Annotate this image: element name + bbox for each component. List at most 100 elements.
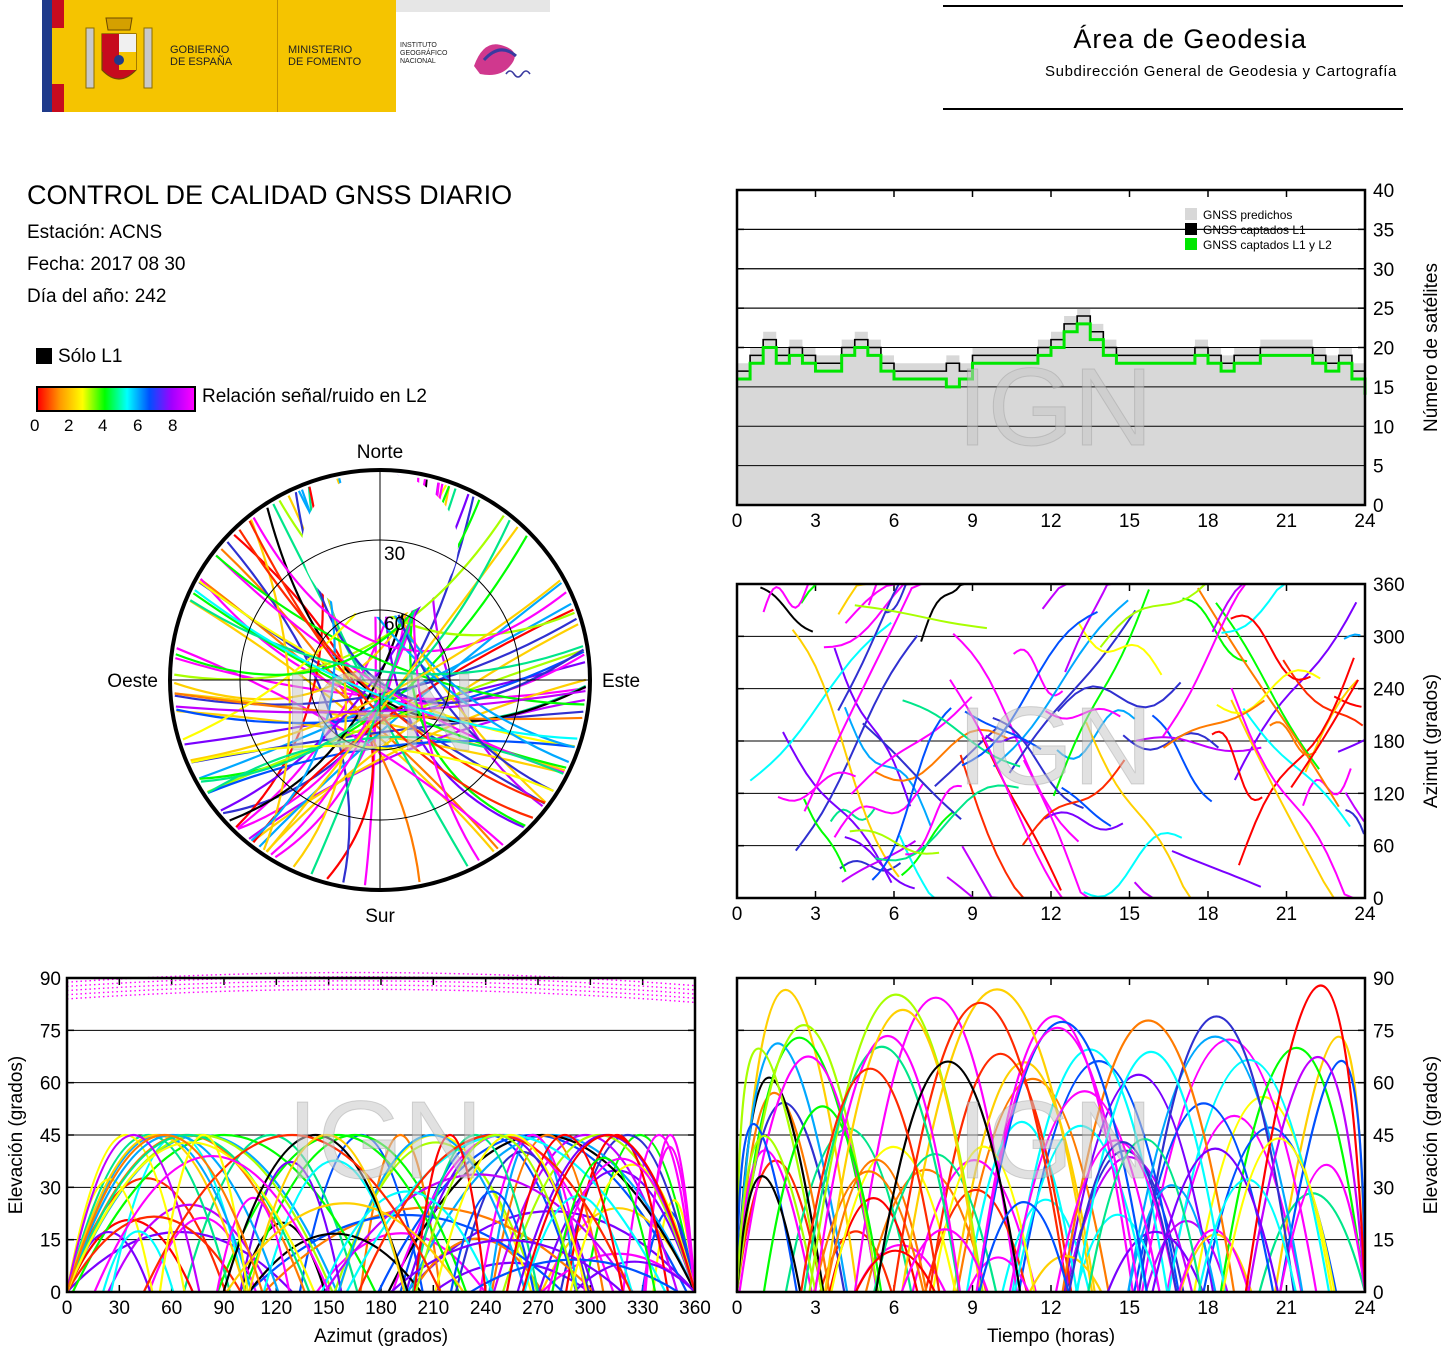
- sat-track-69: [200, 519, 511, 783]
- az-track-84: [1230, 687, 1354, 899]
- legend-swatch-2: [1185, 238, 1197, 250]
- az-track-76: [849, 829, 940, 855]
- watermark-skyplot: IGN: [282, 651, 478, 774]
- az-track-89: [854, 604, 988, 630]
- y-tick-label-4: 20: [1373, 339, 1394, 360]
- az-track-56: [1021, 759, 1126, 846]
- watermark-et: IGN: [957, 1079, 1153, 1202]
- y-tick-label-1: 60: [1373, 837, 1394, 858]
- horizon-circle: [168, 468, 592, 892]
- gobierno-line2: DE ESPAÑA: [170, 56, 233, 68]
- x-tick-label-7: 21: [1276, 1298, 1297, 1319]
- x-tick-label-0: 0: [732, 511, 743, 532]
- x-tick-label-5: 15: [1119, 511, 1140, 532]
- elev-pass-55: [1247, 1055, 1367, 1293]
- elev-pass-10: [864, 1168, 988, 1293]
- x-tick-label-6: 18: [1197, 904, 1218, 925]
- cbar-tick-4: 4: [98, 416, 108, 435]
- station-line: Estación: ACNS: [27, 222, 163, 243]
- y-tick-label-7: 35: [1373, 220, 1394, 241]
- ring-label-60: 60: [384, 614, 405, 635]
- elev-arc-89: [521, 1134, 697, 1293]
- x-tick-label-0: 0: [732, 1298, 743, 1319]
- elev-arc-18: [537, 1169, 697, 1293]
- elev-arc-84: [142, 1133, 442, 1293]
- az-track-51: [1077, 621, 1163, 676]
- watermark-count: IGN: [957, 346, 1153, 469]
- elev-pass-43: [1137, 1015, 1295, 1293]
- elev-pass-58: [1061, 1019, 1236, 1293]
- x-tick-label-4: 12: [1040, 511, 1061, 532]
- sat-track-41: [250, 519, 291, 851]
- elev-pass-76: [1054, 1139, 1178, 1293]
- az-track-62: [850, 696, 973, 795]
- x-tick-label-2: 6: [889, 1298, 900, 1319]
- elev-arc-38: [479, 1133, 587, 1293]
- elevation-passes: [735, 984, 1367, 1293]
- elev-arc-78: [215, 1197, 291, 1293]
- plot-frame: [735, 976, 1367, 1294]
- x-tick-label-7: 21: [1276, 904, 1297, 925]
- az-track-79: [1344, 792, 1365, 823]
- elev-arc-48: [565, 1133, 670, 1293]
- x-tick-label-2: 6: [889, 511, 900, 532]
- x-tick-label-8: 24: [1354, 1298, 1376, 1319]
- skyplot-chart: IGN 30 60 Norte Sur Oeste Este: [107, 442, 640, 927]
- az-track-82: [1162, 699, 1265, 749]
- ign-line2: GEOGRÁFICO: [400, 50, 448, 57]
- gridlines: [737, 635, 1365, 847]
- elev-arc-66: [66, 1215, 242, 1293]
- elev-arc-59: [411, 1133, 540, 1293]
- x-tick-label-6: 18: [1197, 1298, 1218, 1319]
- elev-arc-86: [248, 1133, 406, 1293]
- cbar-tick-0: 0: [30, 416, 40, 435]
- cbar-tick-8: 8: [168, 416, 178, 435]
- elev-pass-27: [735, 1042, 849, 1293]
- y-tick-label-0: 0: [1373, 496, 1384, 517]
- y-tick-label-6: 90: [1373, 969, 1394, 990]
- az-track-69: [1230, 614, 1311, 681]
- y-axis-label: Número de satélites: [1421, 263, 1442, 432]
- x-axis-label: Azimut (grados): [314, 1326, 448, 1347]
- az-track-21: [1343, 633, 1361, 640]
- elev-pass-82: [800, 1067, 941, 1293]
- elev-pass-31: [924, 1188, 1028, 1293]
- elev-arc-71: [413, 1133, 487, 1293]
- x-tick-label-3: 9: [967, 511, 978, 532]
- x-tick-label-9: 270: [522, 1298, 554, 1319]
- plot-frame: [735, 188, 1367, 507]
- elevation-azimuth-chart: 0 30 60 90 120 150 180 210 240 270 300 330 360 0 15 30 4…: [6, 969, 711, 1347]
- y-axis-label: Azimut (grados): [1421, 674, 1442, 808]
- elev-pass-68: [735, 1134, 817, 1293]
- elev-pass-26: [853, 996, 1018, 1293]
- x-tick-label-11: 330: [627, 1298, 659, 1319]
- elev-pass-22: [1279, 1059, 1367, 1293]
- x-tick-label-4: 120: [260, 1298, 292, 1319]
- elev-pass-53: [735, 1175, 802, 1293]
- az-track-49: [841, 840, 917, 883]
- ring-label-30: 30: [384, 544, 405, 565]
- solo-l1-swatch: [36, 348, 52, 364]
- x-tick-label-5: 15: [1119, 1298, 1140, 1319]
- elev-pass-71: [854, 1249, 936, 1293]
- elev-arc-52: [569, 1163, 697, 1293]
- az-track-3: [1182, 597, 1248, 663]
- elev-pass-37: [1063, 1073, 1215, 1293]
- az-track-88: [1211, 730, 1263, 802]
- x-tick-label-4: 12: [1040, 1298, 1061, 1319]
- elev-arc-24: [65, 1218, 194, 1293]
- y-axis-label: Elevación (grados): [6, 1056, 27, 1214]
- az-track-0: [829, 807, 876, 823]
- x-tick-label-12: 360: [679, 1298, 711, 1319]
- x-tick-label-5: 150: [313, 1298, 345, 1319]
- az-track-85: [902, 699, 1021, 768]
- y-axis-label: Elevación (grados): [1421, 1056, 1442, 1214]
- y-tick-label-4: 60: [1373, 1074, 1394, 1095]
- x-tick-label-0: 0: [732, 904, 743, 925]
- elev-pass-17: [735, 1091, 831, 1293]
- elev-pass-69: [814, 1034, 962, 1293]
- gobierno-line1: GOBIERNO: [170, 44, 230, 56]
- coat-of-arms-icon: [84, 14, 154, 98]
- x-tick-label-1: 30: [109, 1298, 130, 1319]
- elev-pass-78: [900, 1228, 989, 1293]
